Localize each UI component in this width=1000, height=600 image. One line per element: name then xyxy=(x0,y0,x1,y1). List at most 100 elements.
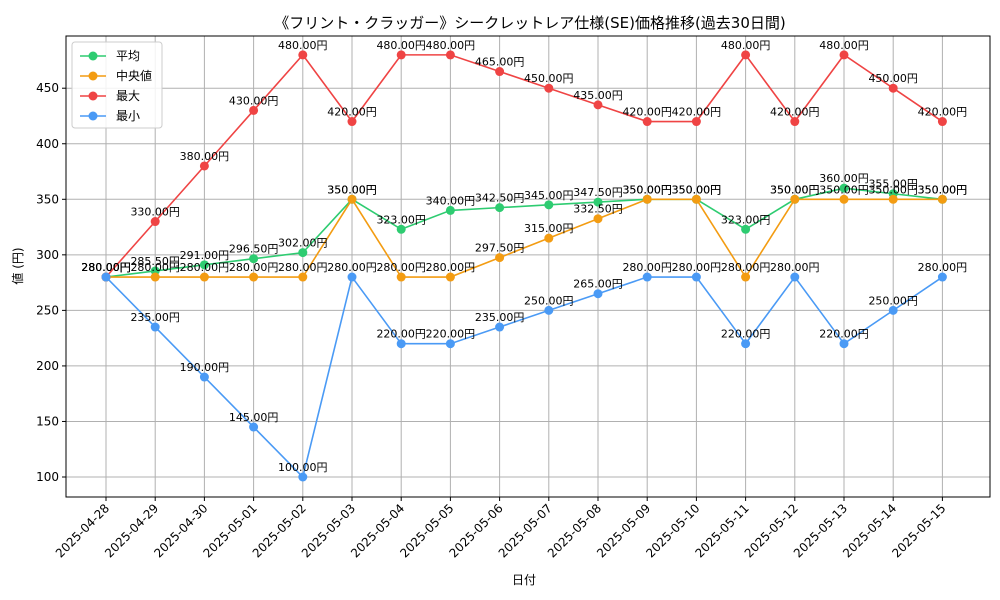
data-point xyxy=(249,105,259,115)
data-point xyxy=(839,339,849,349)
data-label: 291.00円 xyxy=(180,249,230,262)
data-point xyxy=(249,272,259,282)
data-label: 380.00円 xyxy=(180,150,230,163)
legend-marker xyxy=(88,71,98,81)
data-label: 350.00円 xyxy=(672,183,722,196)
data-point xyxy=(888,194,898,204)
data-point xyxy=(937,117,947,127)
data-point xyxy=(839,183,849,193)
series-最小 xyxy=(101,272,947,482)
data-label: 280.00円 xyxy=(672,261,722,274)
legend-item: 平均 xyxy=(80,49,140,63)
data-point xyxy=(691,194,701,204)
data-label: 235.00円 xyxy=(130,311,180,324)
data-label: 450.00円 xyxy=(524,72,574,85)
data-label: 323.00円 xyxy=(376,213,426,226)
data-point xyxy=(888,305,898,315)
data-label: 315.00円 xyxy=(524,222,574,235)
data-point xyxy=(445,205,455,215)
data-label: 280.00円 xyxy=(130,261,180,274)
data-label: 332.50円 xyxy=(573,203,623,216)
data-point xyxy=(347,117,357,127)
data-point xyxy=(298,472,308,482)
data-label: 280.00円 xyxy=(376,261,426,274)
data-point xyxy=(839,50,849,60)
data-point xyxy=(593,214,603,224)
data-point xyxy=(888,83,898,93)
data-point xyxy=(741,50,751,60)
data-point xyxy=(396,224,406,234)
data-point xyxy=(691,117,701,127)
data-point xyxy=(347,272,357,282)
data-label: 450.00円 xyxy=(868,72,918,85)
data-point xyxy=(298,272,308,282)
data-label: 350.00円 xyxy=(622,183,672,196)
data-label: 350.00円 xyxy=(868,183,918,196)
series-layer xyxy=(101,50,947,482)
data-label: 342.50円 xyxy=(475,192,525,205)
data-label: 250.00円 xyxy=(868,294,918,307)
legend-box xyxy=(71,41,163,129)
data-point xyxy=(937,272,947,282)
x-axis-label: 日付 xyxy=(512,573,536,587)
y-axis-ticks: 100 150 200 250 300 350 400 450 xyxy=(36,81,66,484)
data-point xyxy=(544,305,554,315)
data-point xyxy=(396,50,406,60)
y-tick-label: 250 xyxy=(36,303,59,317)
data-label: 280.00円 xyxy=(81,261,131,274)
data-point xyxy=(642,194,652,204)
data-point xyxy=(790,194,800,204)
data-label: 350.00円 xyxy=(770,183,820,196)
data-point xyxy=(741,224,751,234)
data-label: 280.00円 xyxy=(180,261,230,274)
data-label: 220.00円 xyxy=(721,328,771,341)
grid-lines xyxy=(66,36,990,497)
legend-item: 最小 xyxy=(80,109,140,123)
data-label: 330.00円 xyxy=(130,206,180,219)
data-point xyxy=(495,322,505,332)
data-labels: 280.00円 285.50円 291.00円 296.50円 302.00円350.0… xyxy=(81,39,967,474)
legend-label: 中央値 xyxy=(116,68,152,83)
data-point xyxy=(790,272,800,282)
series-line xyxy=(105,53,943,278)
data-point xyxy=(691,272,701,282)
legend-label: 最小 xyxy=(116,109,140,123)
legend-item: 最大 xyxy=(80,89,140,103)
series-line xyxy=(105,275,943,479)
data-point xyxy=(495,203,505,213)
data-label: 350.00円 xyxy=(770,183,820,196)
data-point xyxy=(199,372,209,382)
data-label: 350.00円 xyxy=(327,183,377,196)
data-label: 190.00円 xyxy=(180,361,230,374)
legend-marker xyxy=(88,91,98,101)
data-label: 345.00円 xyxy=(524,189,574,202)
data-label: 297.50円 xyxy=(475,242,525,255)
y-tick-label: 350 xyxy=(36,192,59,206)
data-label: 220.00円 xyxy=(426,328,476,341)
data-point xyxy=(150,272,160,282)
data-label: 480.00円 xyxy=(721,39,771,52)
data-label: 280.00円 xyxy=(426,261,476,274)
data-point xyxy=(199,260,209,270)
data-label: 347.50円 xyxy=(573,186,623,199)
y-tick-label: 100 xyxy=(36,470,59,484)
data-label: 220.00円 xyxy=(376,328,426,341)
data-point xyxy=(495,253,505,263)
data-point xyxy=(741,272,751,282)
data-point xyxy=(741,339,751,349)
data-label: 250.00円 xyxy=(524,294,574,307)
data-label: 280.00円 xyxy=(770,261,820,274)
data-label: 340.00円 xyxy=(426,194,476,207)
data-point xyxy=(839,194,849,204)
data-label: 280.00円 xyxy=(918,261,968,274)
y-tick-label: 150 xyxy=(36,414,59,428)
data-label: 235.00円 xyxy=(475,311,525,324)
data-label: 430.00円 xyxy=(229,94,279,107)
data-label: 360.00円 xyxy=(819,172,869,185)
data-label: 323.00円 xyxy=(721,213,771,226)
y-tick-label: 400 xyxy=(36,137,59,151)
data-label: 350.00円 xyxy=(327,183,377,196)
data-point xyxy=(593,100,603,110)
data-label: 280.00円 xyxy=(721,261,771,274)
